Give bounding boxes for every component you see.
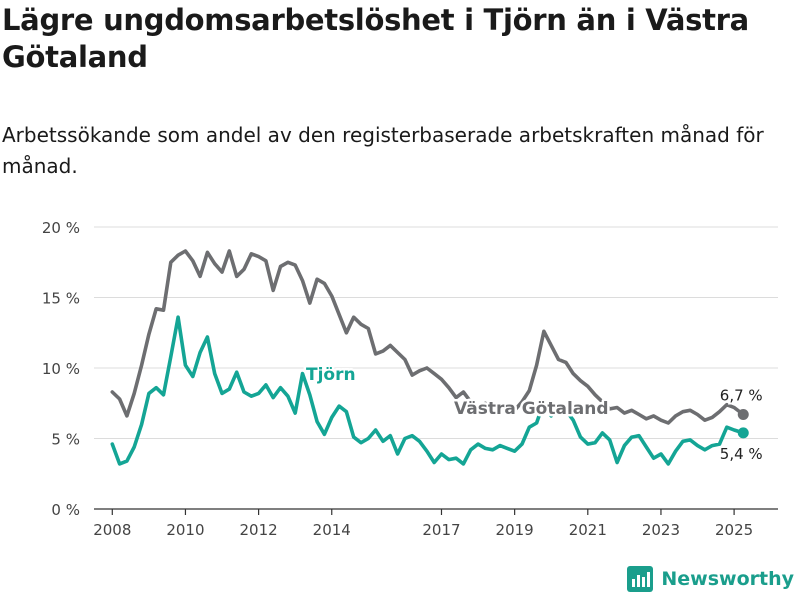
x-tick-label: 2014 — [313, 521, 351, 539]
series-end-point — [737, 409, 749, 421]
x-tick-label: 2021 — [569, 521, 607, 539]
series-line-vastra-gotaland — [110, 249, 746, 425]
chart-title: Lägre ungdomsarbetslöshet i Tjörn än i V… — [2, 3, 749, 74]
end-value-label-vastra-gotaland: 6,7 % — [720, 387, 763, 405]
y-tick-label: 20 % — [42, 219, 80, 237]
y-tick-label: 0 % — [51, 501, 80, 519]
x-tick-label: 2012 — [240, 521, 278, 539]
x-tick-label: 2025 — [715, 521, 753, 539]
brand-name: Newsworthy — [661, 568, 794, 590]
x-tick-label: 2017 — [422, 521, 460, 539]
chart-subtitle: Arbetssökande som andel av den registerb… — [2, 123, 764, 178]
annotation-vastra-gotaland: Västra Götaland — [454, 399, 609, 419]
x-tick-label: 2023 — [642, 521, 680, 539]
x-tick-label: 2008 — [93, 521, 131, 539]
gridlines — [94, 226, 778, 439]
axes: 0 % 5 % 10 % 15 % 20 % 2008 2010 2012 2014 2017 20… — [42, 219, 778, 539]
series-line-tjorn — [110, 315, 746, 466]
y-tick-label: 15 % — [42, 290, 80, 308]
newsworthy-logo: Newsworthy — [627, 564, 794, 594]
y-tick-label: 10 % — [42, 360, 80, 378]
annotation-tjorn: Tjörn — [306, 365, 356, 385]
series-lines — [110, 249, 749, 466]
series-labels: Tjörn Västra Götaland 6,7 % 5,4 % — [304, 363, 765, 465]
x-tick-label: 2010 — [166, 521, 204, 539]
series-end-point — [737, 427, 749, 439]
newsworthy-chart-icon — [627, 566, 654, 592]
y-tick-label: 5 % — [51, 431, 80, 449]
x-tick-label: 2019 — [496, 521, 534, 539]
end-value-label-tjorn: 5,4 % — [720, 445, 763, 463]
